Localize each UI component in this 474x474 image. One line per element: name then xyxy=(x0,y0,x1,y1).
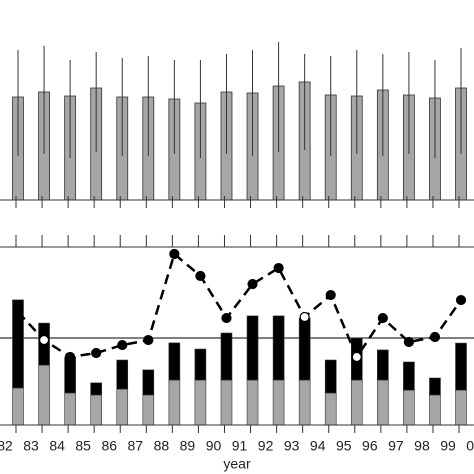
bar-segment xyxy=(298,379,311,426)
bar-segment xyxy=(168,342,181,381)
bar-segment xyxy=(116,359,129,390)
bar-segment xyxy=(12,299,24,389)
bar-segment xyxy=(429,377,441,396)
bar-segment xyxy=(220,379,233,426)
x-tick-label: 91 xyxy=(232,438,248,454)
bar-segment xyxy=(455,342,467,391)
line-point xyxy=(169,248,180,260)
x-tick-label: 85 xyxy=(75,438,91,454)
line-point xyxy=(195,270,206,282)
bar-segment xyxy=(246,315,259,381)
line-point xyxy=(12,306,24,318)
line-point xyxy=(117,339,128,351)
bar-segment xyxy=(403,361,415,391)
bar-segment xyxy=(455,389,467,426)
bar-segment xyxy=(194,348,207,381)
x-tick-label: 87 xyxy=(128,438,144,454)
x-tick-label: 97 xyxy=(388,438,404,454)
line-point xyxy=(455,294,467,306)
bar-segment xyxy=(142,369,155,396)
x-tick-label: 82 xyxy=(0,438,13,454)
bar-segment xyxy=(377,349,389,381)
line-point xyxy=(221,312,232,324)
x-tick-label: 88 xyxy=(154,438,170,454)
bar-segment xyxy=(12,387,24,426)
line-point xyxy=(377,312,388,324)
bar-segment xyxy=(116,388,129,426)
bar-segment xyxy=(168,379,181,426)
bar-segment xyxy=(377,379,389,426)
x-tick-label: 92 xyxy=(258,438,274,454)
bar-segment xyxy=(324,392,337,426)
bar-segment xyxy=(64,356,76,394)
line-point xyxy=(351,351,362,363)
x-tick-label: 95 xyxy=(336,438,352,454)
x-axis-title: year xyxy=(223,456,251,472)
bar-segment xyxy=(298,317,311,381)
line-point xyxy=(65,351,76,363)
bar-segment xyxy=(220,332,233,381)
bar-segment xyxy=(429,394,441,426)
x-tick-label: 94 xyxy=(310,438,326,454)
bar-segment xyxy=(38,364,50,426)
line-point xyxy=(299,311,310,323)
bar-segment xyxy=(90,382,102,396)
x-tick-label: 98 xyxy=(414,438,430,454)
line-point xyxy=(325,289,336,301)
x-tick-label: 99 xyxy=(440,438,456,454)
bar-segment xyxy=(350,379,363,426)
x-tick-label: 89 xyxy=(180,438,196,454)
line-point xyxy=(429,331,441,343)
bar-segment xyxy=(90,394,102,426)
x-tick-label: 96 xyxy=(362,438,378,454)
bar-segment xyxy=(272,315,285,381)
line-point xyxy=(38,334,50,346)
bar-segment xyxy=(403,389,415,426)
x-tick-label: 83 xyxy=(23,438,39,454)
line-point xyxy=(91,347,102,359)
x-tick-label: 86 xyxy=(101,438,117,454)
line-point xyxy=(273,262,284,274)
bar-segment xyxy=(194,379,207,426)
x-tick-label: 00 xyxy=(466,438,474,454)
x-tick-label: 93 xyxy=(284,438,300,454)
bar-segment xyxy=(272,379,285,426)
x-tick-label: 90 xyxy=(206,438,222,454)
line-point xyxy=(247,278,258,290)
line-point xyxy=(143,334,154,346)
x-tick-label: 84 xyxy=(49,438,65,454)
line xyxy=(17,251,463,360)
line-point xyxy=(403,336,414,348)
bar-segment xyxy=(142,394,155,426)
bar-segment xyxy=(64,392,76,426)
bar-segment xyxy=(246,379,259,426)
bar-segment xyxy=(324,359,337,394)
